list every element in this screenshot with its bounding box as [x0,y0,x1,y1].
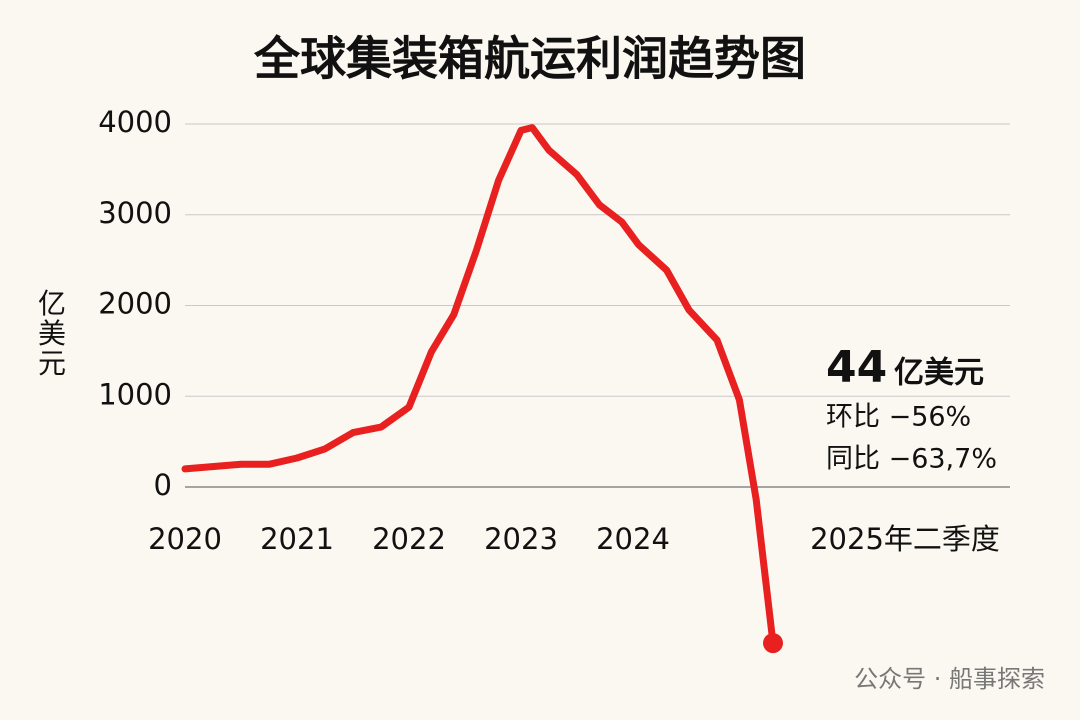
watermark: 公众号 · 船事探索 [854,665,1045,693]
y-tick-label: 3000 [98,196,172,230]
x-tick-label: 2023 [484,522,558,556]
y-tick-label: 1000 [98,377,172,411]
x-tick-label: 2022 [372,522,446,556]
end-point [763,633,783,654]
y-tick-label: 0 [154,468,172,502]
line [181,124,777,647]
y-tick-label: 2000 [98,287,172,321]
x-tick-label: 2024 [596,522,670,556]
x-tick-label: 2020 [148,522,222,556]
chart-title: 全球集装箱航运利润趋势图 [253,32,806,86]
annotation-yoy: 同比 −63,7% [826,444,997,475]
annotation-value: 44 [826,342,887,393]
x-end-label: 2025年二季度 [810,522,1000,556]
annotation-qoq: 环比 −56% [826,402,971,433]
x-tick-label: 2021 [260,522,334,556]
y-axis-label: 亿美元 [38,287,66,380]
annotation-unit: 亿美元 [894,356,984,391]
y-tick-label: 4000 [98,105,172,139]
